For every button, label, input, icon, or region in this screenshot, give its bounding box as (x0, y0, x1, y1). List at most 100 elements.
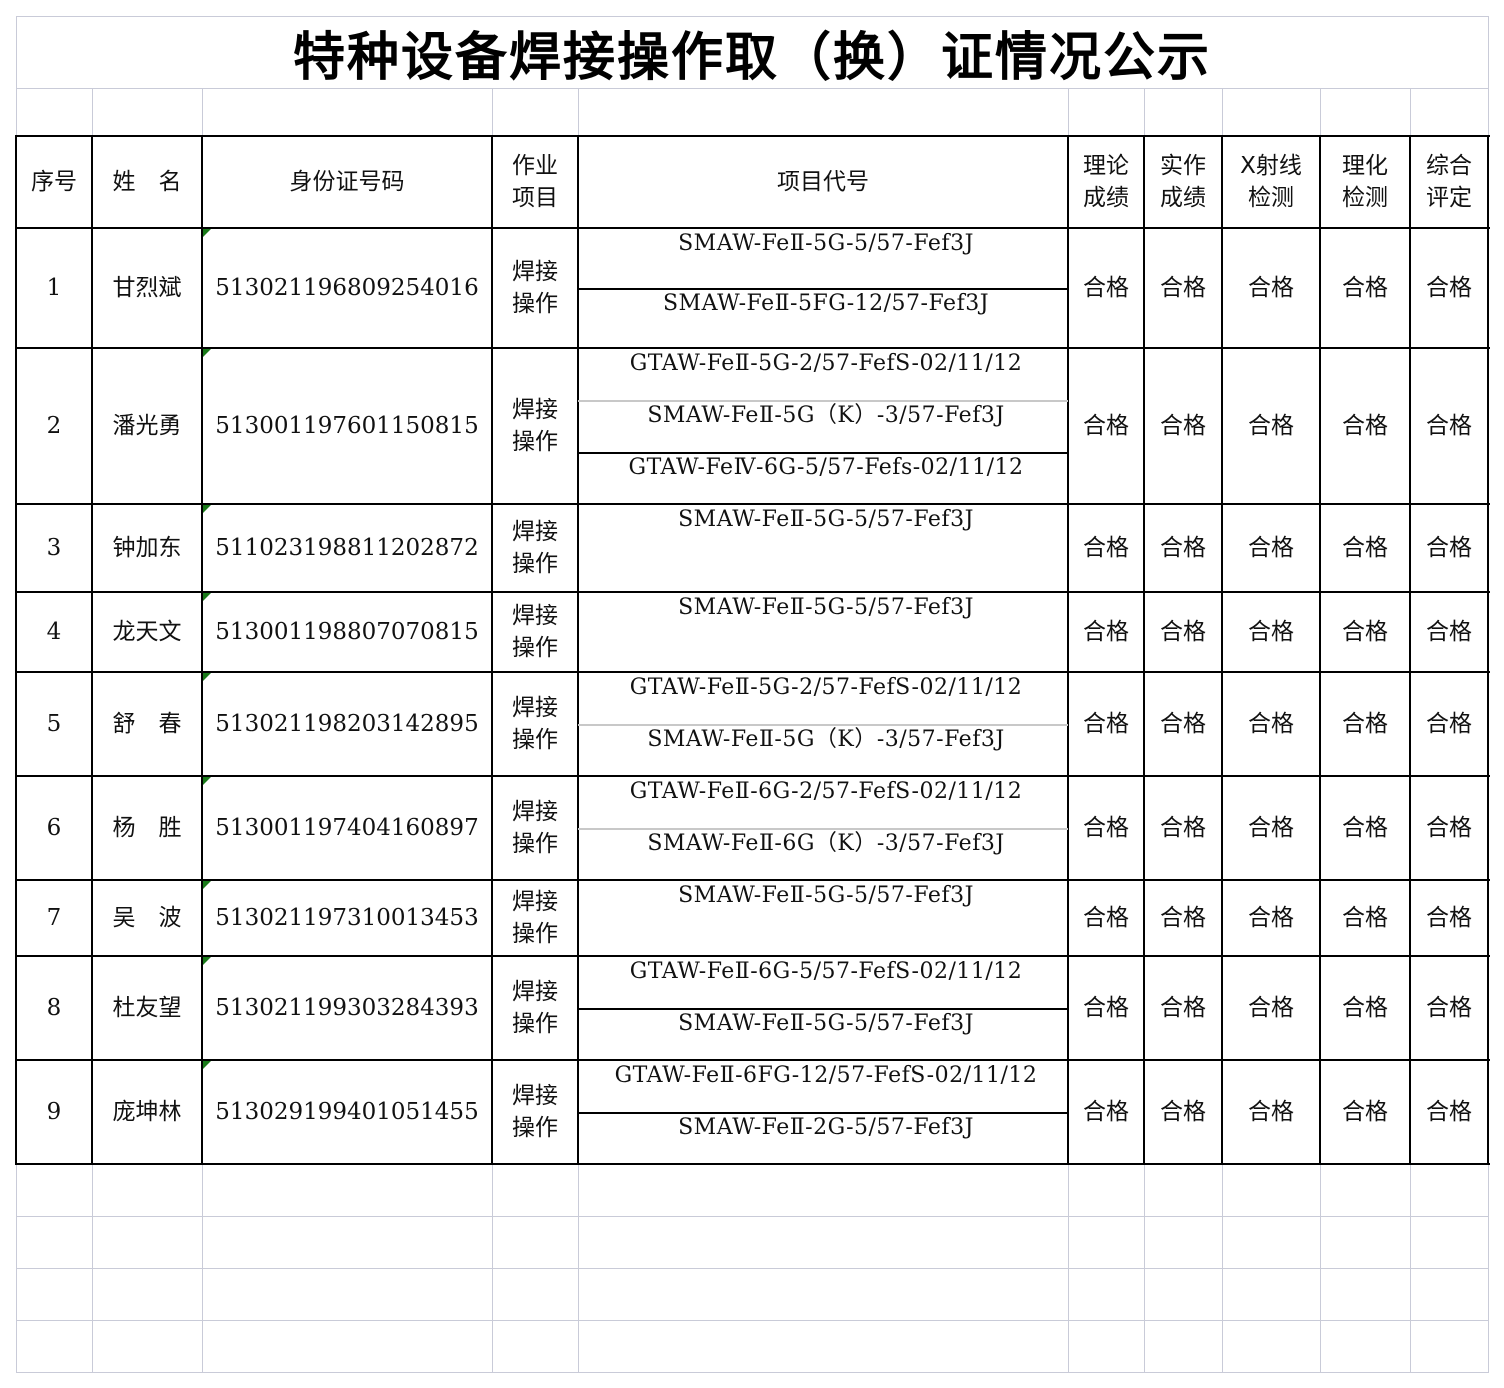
sub-row-divider (578, 452, 1068, 454)
gridline (1144, 88, 1145, 136)
gridline (16, 1372, 1489, 1373)
result-cell: 合格 (1342, 535, 1388, 561)
result-cell: 合格 (1160, 619, 1206, 645)
result-cell: 合格 (1160, 535, 1206, 561)
gridline (1410, 1164, 1411, 1372)
project-code: SMAW-FeⅡ-2G-5/57-Fef3J (678, 1115, 974, 1140)
project-code: GTAW-FeⅣ-6G-5/57-Fefs-02/11/12 (628, 455, 1024, 480)
result-cell: 合格 (1083, 711, 1129, 737)
table-border (1319, 135, 1321, 1165)
person-name: 甘烈斌 (112, 275, 182, 301)
person-name: 龙天文 (112, 619, 182, 645)
row-number: 7 (46, 905, 62, 931)
id-number: 513021196809254016 (215, 275, 479, 301)
gridline (492, 88, 493, 136)
work-item: 焊接 操作 (512, 603, 558, 661)
sub-row-divider (578, 828, 1068, 830)
gridline (202, 88, 203, 136)
result-cell: 合格 (1083, 535, 1129, 561)
row-number: 9 (46, 1099, 62, 1125)
gridline (92, 88, 93, 136)
result-cell: 合格 (1248, 413, 1294, 439)
row-number: 1 (46, 275, 62, 301)
comment-indicator-icon (203, 957, 211, 965)
sub-row-divider (578, 1112, 1068, 1114)
table-border (15, 671, 1490, 673)
gridline (16, 1268, 1489, 1269)
gridline (492, 1164, 493, 1372)
project-code: SMAW-FeⅡ-5G-5/57-Fef3J (678, 883, 974, 908)
id-number: 513021197310013453 (215, 905, 479, 931)
gridline (202, 1164, 203, 1372)
person-name: 吴 波 (112, 905, 182, 931)
gridline (1320, 1164, 1321, 1372)
gridline (16, 16, 1489, 17)
comment-indicator-icon (203, 349, 211, 357)
gridline (16, 1216, 1489, 1217)
result-cell: 合格 (1160, 995, 1206, 1021)
gridline (1320, 88, 1321, 136)
result-cell: 合格 (1248, 1099, 1294, 1125)
row-number: 3 (46, 535, 62, 561)
project-code: GTAW-FeⅡ-5G-2/57-FefS-02/11/12 (629, 351, 1023, 376)
result-cell: 合格 (1160, 711, 1206, 737)
comment-indicator-icon (203, 777, 211, 785)
gridline (1222, 88, 1223, 136)
gridline (16, 16, 17, 88)
result-cell: 合格 (1083, 1099, 1129, 1125)
id-number: 513001198807070815 (215, 619, 479, 645)
result-cell: 合格 (1160, 275, 1206, 301)
table-border (201, 135, 203, 1165)
column-header: 综合 评定 (1426, 153, 1472, 211)
result-cell: 合格 (1160, 1099, 1206, 1125)
person-name: 钟加东 (112, 535, 182, 561)
result-cell: 合格 (1426, 995, 1472, 1021)
gridline (1068, 88, 1069, 136)
column-header: 作业 项目 (512, 153, 558, 211)
table-border (491, 135, 493, 1165)
result-cell: 合格 (1342, 815, 1388, 841)
project-code: SMAW-FeⅡ-5G（K）-3/57-Fef3J (647, 727, 1005, 752)
table-border (15, 135, 17, 1165)
result-cell: 合格 (1426, 815, 1472, 841)
row-number: 8 (46, 995, 62, 1021)
result-cell: 合格 (1160, 905, 1206, 931)
table-border (15, 1163, 1490, 1165)
gridline (1144, 1164, 1145, 1372)
table-border (15, 503, 1490, 505)
column-header: 项目代号 (777, 169, 869, 195)
page-title: 特种设备焊接操作取（换）证情况公示 (292, 27, 1211, 88)
table-border (15, 879, 1490, 881)
table-border (15, 135, 1490, 137)
comment-indicator-icon (203, 505, 211, 513)
person-name: 舒 春 (112, 711, 182, 737)
table-border (15, 591, 1490, 593)
comment-indicator-icon (203, 229, 211, 237)
result-cell: 合格 (1342, 1099, 1388, 1125)
work-item: 焊接 操作 (512, 259, 558, 317)
gridline (16, 1320, 1489, 1321)
result-cell: 合格 (1083, 905, 1129, 931)
column-header: X射线 检测 (1240, 153, 1302, 211)
sub-row-divider (578, 400, 1068, 402)
gridline (92, 1164, 93, 1372)
gridline (16, 1164, 17, 1372)
result-cell: 合格 (1342, 275, 1388, 301)
result-cell: 合格 (1083, 619, 1129, 645)
result-cell: 合格 (1248, 815, 1294, 841)
table-border (1409, 135, 1411, 1165)
project-code: SMAW-FeⅡ-5G-5/57-Fef3J (678, 595, 974, 620)
project-code: SMAW-FeⅡ-5G-5/57-Fef3J (678, 1011, 974, 1036)
sub-row-divider (578, 288, 1068, 290)
id-number: 513001197404160897 (215, 815, 479, 841)
gridline (16, 88, 1489, 89)
person-name: 杨 胜 (112, 815, 182, 841)
result-cell: 合格 (1248, 711, 1294, 737)
table-border (577, 135, 579, 1165)
table-border (1487, 135, 1489, 1165)
gridline (1488, 1164, 1489, 1372)
result-cell: 合格 (1160, 413, 1206, 439)
column-header: 理化 检测 (1342, 153, 1388, 211)
result-cell: 合格 (1248, 535, 1294, 561)
table-border (1221, 135, 1223, 1165)
